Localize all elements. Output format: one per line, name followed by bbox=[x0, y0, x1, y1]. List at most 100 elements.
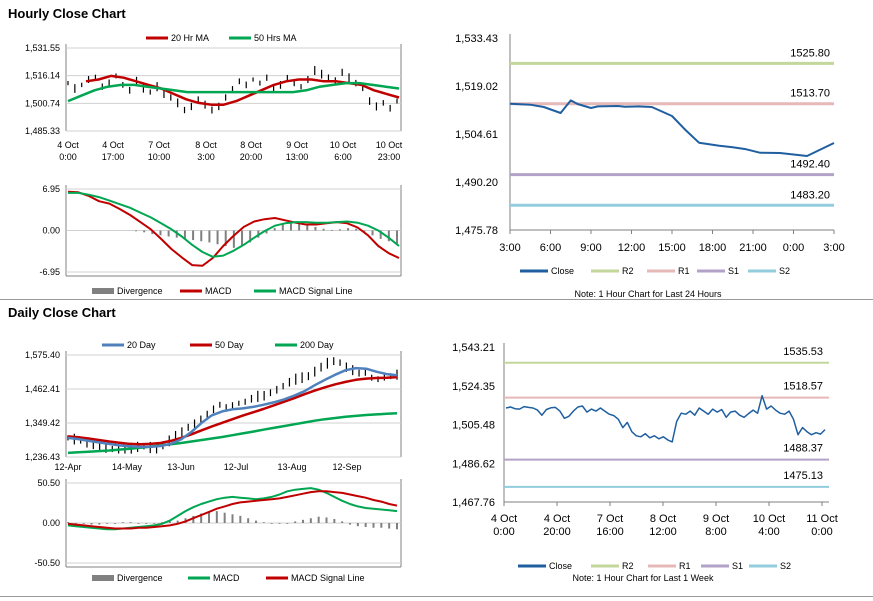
hourly-close-x-tick-label: 9:00 bbox=[580, 242, 601, 254]
hourly-macd-divergence-bars bbox=[135, 222, 398, 248]
daily-macd-divergence-bar bbox=[153, 523, 156, 524]
daily-close-x-tick-time: 0:00 bbox=[811, 526, 832, 538]
hourly-close-y-tick-label: 1,533.43 bbox=[455, 33, 498, 45]
daily-macd-divergence-bar bbox=[247, 518, 250, 523]
daily-price-y-tick-label: 1,462.41 bbox=[25, 384, 60, 394]
hourly-section-title: Hourly Close Chart bbox=[8, 6, 126, 21]
daily-price-y-tick-label: 1,236.43 bbox=[25, 452, 60, 462]
daily-close-x-tick-date: 11 Oct bbox=[806, 513, 838, 525]
bottom-divider bbox=[0, 596, 873, 597]
daily-price-x-tick-label: 12-Sep bbox=[332, 462, 361, 472]
daily-price-y-tick-label: 1,575.40 bbox=[25, 350, 60, 360]
daily-close-close-legend-label: Close bbox=[549, 561, 572, 571]
daily-s1-level-label: 1488.37 bbox=[783, 443, 823, 455]
daily-macd-divergence-bar bbox=[356, 523, 359, 527]
daily-macd-divergence-bar bbox=[192, 515, 195, 523]
daily-price-x-tick-label: 12-Apr bbox=[54, 462, 81, 472]
daily-close-line bbox=[505, 394, 826, 443]
hourly-price-x-tick-date: 9 Oct bbox=[286, 140, 308, 150]
hourly-close-x-tick-label: 21:00 bbox=[739, 242, 767, 254]
daily-macd-y-tick-label: 0.00 bbox=[42, 518, 60, 528]
hourly-divergence-legend-swatch bbox=[92, 288, 114, 294]
daily-macd-divergence-bar bbox=[74, 523, 77, 524]
hourly-close-s2-legend-label: S2 bbox=[779, 266, 790, 276]
hourly-price-x-tick-time: 6:00 bbox=[334, 152, 352, 162]
daily-r1-level-label: 1518.57 bbox=[783, 381, 823, 393]
hourly-macd-y-tick-label: 6.95 bbox=[42, 184, 60, 194]
daily-close-x-tick-date: 10 Oct bbox=[753, 513, 785, 525]
daily-macd-divergence-bar bbox=[176, 520, 179, 523]
daily-close-r2-legend-label: R2 bbox=[622, 561, 634, 571]
hourly-ma20-legend-label: 20 Hr MA bbox=[171, 33, 209, 43]
hourly-close-y-tick-label: 1,490.20 bbox=[455, 177, 498, 189]
daily-macd-divergence-bar bbox=[90, 523, 93, 525]
daily-macd-divergence-bar bbox=[270, 523, 273, 524]
daily-macd-divergence-bar bbox=[145, 523, 148, 524]
hourly-macd-divergence-bar bbox=[379, 230, 382, 239]
hourly-close-y-tick-label: 1,519.02 bbox=[455, 81, 498, 93]
daily-ma50-legend-label: 50 Day bbox=[215, 340, 244, 350]
daily-ma200-legend-label: 200 Day bbox=[300, 340, 334, 350]
hourly-close-close-legend-label: Close bbox=[551, 266, 574, 276]
daily-macd-divergence-bar bbox=[341, 521, 344, 523]
hourly-price-x-tick-time: 20:00 bbox=[240, 152, 263, 162]
daily-macd-signal-legend-label: MACD Signal Line bbox=[291, 573, 365, 583]
hourly-close-y-tick-label: 1,475.78 bbox=[455, 225, 498, 237]
daily-macd-divergence-bar bbox=[223, 512, 226, 523]
hourly-close-x-tick-label: 3:00 bbox=[823, 242, 844, 254]
hourly-ma20-line bbox=[85, 74, 400, 106]
hourly-macd-divergence-bar bbox=[338, 229, 341, 231]
hourly-close-x-tick-label: 6:00 bbox=[540, 242, 561, 254]
hourly-macd-divergence-bar bbox=[396, 230, 398, 244]
hourly-price-x-tick-date: 4 Oct bbox=[102, 140, 124, 150]
daily-macd-divergence-bar bbox=[302, 519, 304, 523]
daily-macd-signal-line bbox=[67, 490, 398, 530]
hourly-macd-divergence-bar bbox=[355, 228, 358, 231]
daily-macd-divergence-bar bbox=[309, 518, 312, 523]
hourly-s1-level-label: 1492.40 bbox=[790, 159, 830, 171]
daily-macd-divergence-bar bbox=[333, 519, 336, 523]
daily-macd-y-tick-label: 50.50 bbox=[37, 478, 60, 488]
hourly-macd-legend-label: MACD bbox=[205, 286, 232, 296]
daily-macd-divergence-bar bbox=[239, 515, 242, 523]
hourly-macd-divergence-bar bbox=[281, 224, 284, 231]
daily-close-note: Note: 1 Hour Chart for Last 1 Week bbox=[573, 573, 714, 583]
hourly-price-x-tick-date: 10 Oct bbox=[330, 140, 357, 150]
daily-macd-divergence-bar bbox=[317, 516, 320, 523]
daily-r2-level-label: 1535.53 bbox=[783, 346, 823, 358]
daily-macd-divergence-bar bbox=[286, 523, 289, 524]
daily-close-y-tick-label: 1,524.35 bbox=[452, 381, 495, 393]
hourly-macd-divergence-bar bbox=[387, 230, 390, 242]
hourly-price-x-tick-time: 13:00 bbox=[286, 152, 309, 162]
daily-macd-divergence-bar bbox=[372, 523, 375, 528]
daily-macd-divergence-bar bbox=[200, 513, 203, 523]
hourly-r2-level-label: 1525.80 bbox=[790, 47, 830, 59]
hourly-macd-divergence-bar bbox=[208, 230, 211, 243]
daily-macd-divergence-bar bbox=[215, 511, 218, 523]
hourly-macd-divergence-bar bbox=[322, 228, 325, 231]
hourly-price-x-tick-time: 17:00 bbox=[102, 152, 125, 162]
daily-close-x-tick-time: 12:00 bbox=[649, 526, 677, 538]
daily-close-x-tick-time: 4:00 bbox=[758, 526, 779, 538]
hourly-ma50-line bbox=[67, 81, 400, 103]
hourly-price-y-tick-label: 1,500.74 bbox=[25, 98, 60, 108]
daily-price-y-tick-label: 1,349.42 bbox=[25, 418, 60, 428]
daily-price-x-tick-label: 12-Jul bbox=[224, 462, 249, 472]
hourly-macd-line bbox=[67, 190, 400, 267]
daily-ma50-line bbox=[67, 375, 398, 446]
daily-close-s1-legend-label: S1 bbox=[732, 561, 743, 571]
daily-close-x-tick-time: 0:00 bbox=[493, 526, 514, 538]
daily-macd-divergence-bars bbox=[67, 511, 398, 530]
hourly-close-note: Note: 1 Hour Chart for Last 24 Hours bbox=[574, 289, 722, 299]
hourly-r1-level-label: 1513.70 bbox=[790, 88, 830, 100]
daily-close-r1-legend-label: R1 bbox=[679, 561, 691, 571]
hourly-macd-divergence-bar bbox=[273, 228, 276, 231]
hourly-price-x-tick-date: 8 Oct bbox=[240, 140, 262, 150]
hourly-ma50-legend-label: 50 Hrs MA bbox=[254, 33, 297, 43]
daily-macd-divergence-bar bbox=[325, 517, 328, 523]
hourly-macd-divergence-bar bbox=[192, 230, 195, 241]
hourly-price-x-tick-time: 0:00 bbox=[59, 152, 77, 162]
daily-macd-y-tick-label: -50.50 bbox=[34, 558, 60, 568]
hourly-macd-divergence-bar bbox=[183, 230, 186, 239]
hourly-macd-y-tick-label: -6.95 bbox=[39, 267, 60, 277]
